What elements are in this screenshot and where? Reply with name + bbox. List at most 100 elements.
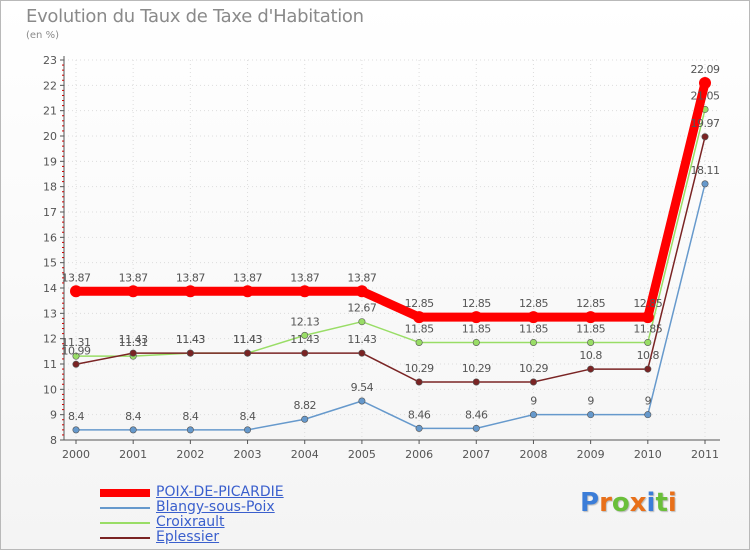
data-point <box>72 426 80 434</box>
data-point <box>72 360 80 368</box>
y-tick-label: 23 <box>43 54 57 67</box>
data-label: 12.67 <box>347 302 376 315</box>
y-tick-label: 20 <box>43 130 57 143</box>
data-label: 8.82 <box>293 399 316 412</box>
data-point <box>298 285 311 298</box>
x-tick-label: 2000 <box>62 448 90 461</box>
series-line-1 <box>75 183 706 431</box>
y-tick-label: 16 <box>43 231 57 244</box>
data-label: 8.4 <box>240 410 256 423</box>
data-point <box>472 424 480 432</box>
data-label: 8.46 <box>408 408 431 421</box>
data-point <box>699 77 711 90</box>
data-label: 11.43 <box>233 333 262 346</box>
data-point <box>644 365 652 373</box>
y-tick-label: 11 <box>43 358 57 371</box>
data-point <box>415 424 423 432</box>
data-point <box>529 338 537 346</box>
data-point <box>587 365 595 373</box>
data-label: 8.4 <box>125 410 141 423</box>
data-point <box>587 411 595 419</box>
data-point <box>186 426 194 434</box>
data-label: 9 <box>645 395 652 408</box>
data-label: 22.09 <box>691 63 720 76</box>
data-label: 13.87 <box>233 271 262 284</box>
data-point <box>358 397 366 405</box>
legend-swatch <box>100 507 150 509</box>
data-label: 13.87 <box>290 271 319 284</box>
data-label: 10.8 <box>579 349 602 362</box>
series-line-3 <box>75 136 706 383</box>
legend-label: Eplessier <box>156 529 220 545</box>
data-label: 12.85 <box>576 297 605 310</box>
x-tick-label: 2011 <box>691 448 719 461</box>
y-tick-label: 8 <box>50 434 57 447</box>
x-tick-label: 2001 <box>119 448 147 461</box>
data-label: 11.31 <box>119 336 148 349</box>
legend-label: Blangy-sous-Poix <box>156 499 275 515</box>
data-label: 12.85 <box>519 297 548 310</box>
data-point <box>355 285 368 298</box>
data-point <box>358 349 366 357</box>
data-point <box>527 311 540 324</box>
y-tick-label: 13 <box>43 307 57 320</box>
legend-swatch <box>100 522 150 524</box>
y-tick-label: 9 <box>50 409 57 422</box>
data-point <box>301 349 309 357</box>
data-label: 8.46 <box>465 408 488 421</box>
data-label: 11.85 <box>519 322 548 335</box>
data-point <box>129 426 137 434</box>
data-point <box>641 311 654 324</box>
logo-letter: i <box>646 488 656 518</box>
data-label: 9 <box>587 395 594 408</box>
data-point <box>472 338 480 346</box>
data-point <box>241 285 254 298</box>
data-point <box>186 349 194 357</box>
legend-swatch <box>100 489 150 497</box>
data-point <box>701 133 709 141</box>
data-point <box>129 349 137 357</box>
legend-label: POIX-DE-PICARDIE <box>156 484 284 500</box>
x-tick-label: 2006 <box>405 448 433 461</box>
y-tick-label: 21 <box>43 105 57 118</box>
data-label: 9.54 <box>351 381 374 394</box>
y-tick-label: 19 <box>43 155 57 168</box>
data-label: 11.43 <box>119 333 148 346</box>
data-label: 13.87 <box>119 271 148 284</box>
series-line-0 <box>71 78 710 322</box>
data-point <box>472 378 480 386</box>
x-tick-label: 2009 <box>577 448 605 461</box>
data-label: 10.29 <box>519 362 548 375</box>
data-label: 11.43 <box>290 333 319 346</box>
data-point <box>413 311 426 324</box>
proxiti-logo: Proxiti <box>580 488 677 518</box>
y-tick-label: 14 <box>43 282 57 295</box>
data-label: 8.4 <box>68 410 84 423</box>
data-label: 9 <box>530 395 537 408</box>
x-tick-label: 2007 <box>462 448 490 461</box>
data-point <box>127 285 140 298</box>
data-label: 10.29 <box>405 362 434 375</box>
data-point <box>70 285 82 298</box>
data-point <box>184 285 197 298</box>
x-tick-label: 2005 <box>348 448 376 461</box>
data-point <box>72 352 80 360</box>
legend-swatch <box>100 537 150 539</box>
data-label: 11.85 <box>576 322 605 335</box>
logo-letter: i <box>667 488 677 518</box>
x-tick-label: 2004 <box>291 448 319 461</box>
data-label: 8.4 <box>182 410 198 423</box>
data-point <box>587 338 595 346</box>
x-tick-label: 2010 <box>634 448 662 461</box>
data-point <box>415 378 423 386</box>
logo-letter: P <box>580 488 600 518</box>
y-tick-label: 12 <box>43 333 57 346</box>
data-label: 11.85 <box>462 322 491 335</box>
data-point <box>644 338 652 346</box>
data-label: 12.13 <box>290 315 319 328</box>
logo-letter: t <box>655 488 668 518</box>
data-label: 11.85 <box>405 322 434 335</box>
data-label: 12.85 <box>633 297 662 310</box>
